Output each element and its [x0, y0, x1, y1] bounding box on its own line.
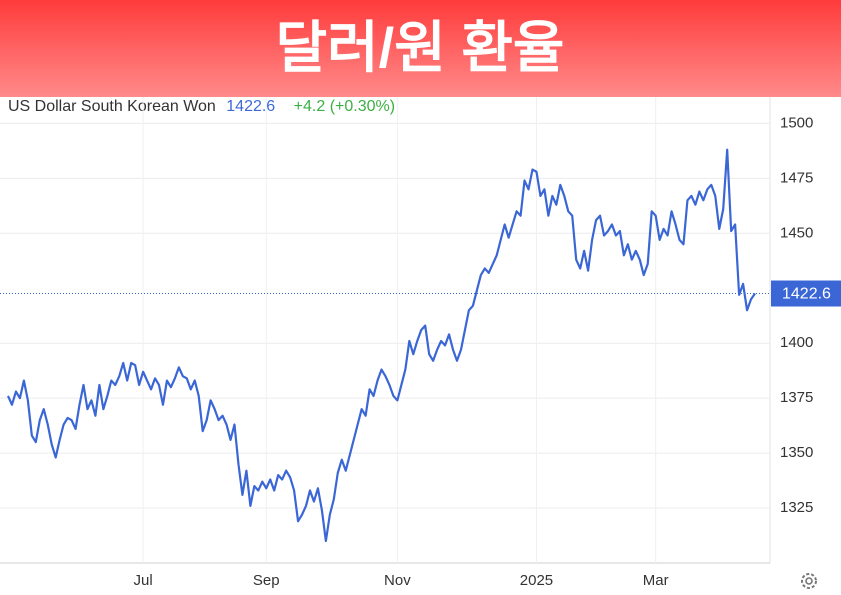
y-tick-label: 1350 [780, 444, 813, 461]
y-tick-label: 1450 [780, 224, 813, 241]
last-value: 1422.6 [226, 98, 275, 115]
title-banner [0, 0, 841, 97]
y-tick-label: 1325 [780, 499, 813, 516]
x-tick-label: Mar [643, 572, 669, 589]
settings-icon[interactable] [801, 573, 817, 589]
series-line [6, 148, 756, 543]
chart-title: 달러/원 환율 [276, 16, 565, 79]
last-value-label: 1422.6 [782, 286, 831, 303]
series-name: US Dollar South Korean Won [8, 98, 216, 115]
gear-inner [805, 577, 813, 585]
y-tick-label: 1475 [780, 169, 813, 186]
x-tick-label: Jul [134, 572, 153, 589]
y-tick-label: 1500 [780, 114, 813, 131]
x-tick-label: 2025 [520, 572, 553, 589]
last-value-box [771, 280, 841, 307]
gear-outer [801, 573, 817, 589]
subtitle: US Dollar South Korean Won 1422.6 +4.2 (… [8, 98, 395, 115]
y-tick-label: 1400 [780, 334, 813, 351]
x-tick-label: Nov [384, 572, 411, 589]
change-label: +4.2 (+0.30%) [294, 98, 395, 115]
x-tick-label: Sep [253, 572, 280, 589]
y-tick-label: 1375 [780, 389, 813, 406]
